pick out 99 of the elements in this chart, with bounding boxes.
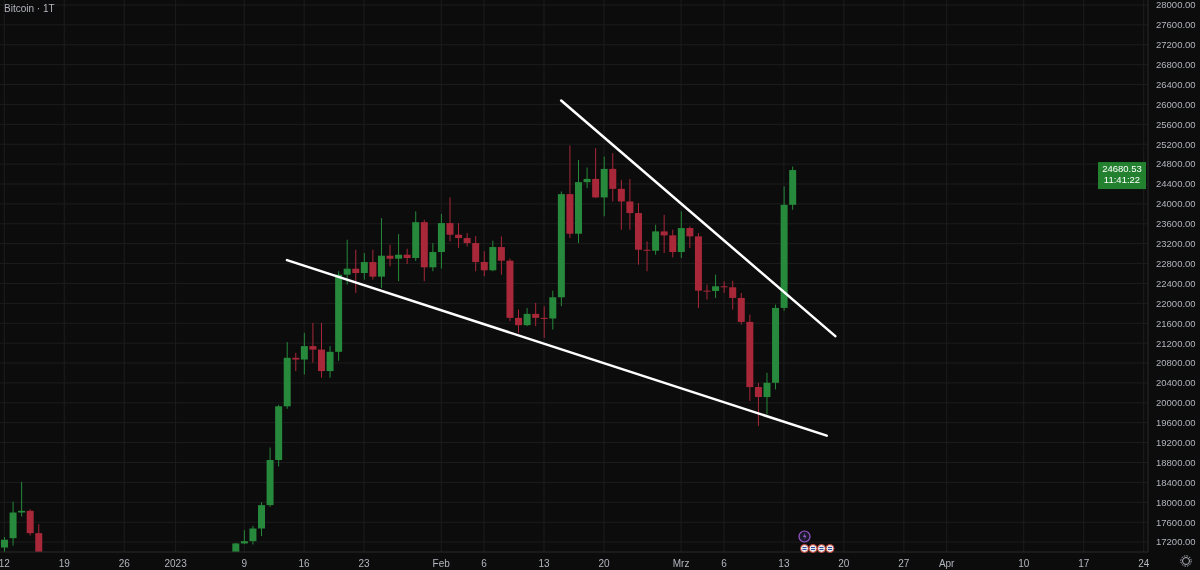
y-tick-label: 18800.00 — [1156, 456, 1196, 468]
candlestick — [472, 235, 480, 272]
candlestick — [549, 290, 557, 331]
candlestick — [754, 382, 762, 427]
candlestick — [652, 224, 660, 256]
candlestick — [446, 196, 454, 242]
candlestick — [352, 249, 360, 294]
x-tick-label: 20 — [598, 558, 610, 570]
candlestick — [609, 152, 617, 202]
candlestick — [480, 250, 488, 277]
x-tick-label: 6 — [721, 558, 728, 570]
y-tick-label: 19600.00 — [1156, 417, 1196, 429]
candlestick — [720, 280, 728, 294]
chart-title: Bitcoin · 1T — [4, 3, 55, 14]
x-tick-label: 24 — [1138, 558, 1150, 570]
annotation: 11:41:22 — [1103, 174, 1141, 186]
candlestick — [429, 242, 437, 272]
candlestick — [626, 178, 634, 231]
y-tick-label: 20000.00 — [1156, 397, 1196, 409]
x-tick-label: 2023 — [164, 558, 188, 570]
candlestick — [18, 481, 26, 517]
candlestick — [592, 147, 600, 199]
candlestick — [369, 249, 377, 281]
y-tick-label: 24400.00 — [1156, 178, 1196, 190]
y-tick-label: 28000.00 — [1156, 0, 1196, 11]
y-tick-label: 22000.00 — [1156, 297, 1196, 309]
candlestick — [360, 252, 368, 281]
y-tick-label: 27600.00 — [1156, 19, 1196, 31]
candlestick — [540, 305, 548, 339]
candlestick — [258, 501, 266, 537]
x-tick-label: 19 — [58, 558, 71, 570]
candlestick — [703, 284, 711, 301]
candlestick — [660, 214, 668, 254]
y-tick-label: 27200.00 — [1156, 39, 1196, 51]
candlestick — [249, 525, 257, 546]
y-tick-label: 20800.00 — [1156, 357, 1196, 369]
y-tick-label: 23600.00 — [1156, 218, 1196, 230]
y-tick-label: 17600.00 — [1156, 516, 1196, 528]
candlestick — [377, 217, 385, 289]
candlestick — [737, 292, 745, 326]
y-tick-label: 26400.00 — [1156, 78, 1196, 90]
candlestick — [317, 322, 325, 379]
y-tick-label: 25200.00 — [1156, 138, 1196, 150]
y-tick-label: 19200.00 — [1156, 436, 1196, 448]
y-tick-label: 24000.00 — [1156, 198, 1196, 210]
x-tick-label: Feb — [432, 558, 451, 570]
x-tick-label: 27 — [898, 558, 910, 570]
y-tick-label: 26000.00 — [1156, 98, 1196, 110]
candlestick — [326, 345, 334, 379]
x-tick-label: 6 — [481, 558, 488, 570]
x-tick-label: Mrz — [672, 558, 690, 570]
candlestick — [497, 235, 505, 276]
candlestick — [386, 244, 394, 267]
candlestick — [523, 307, 531, 327]
x-tick-label: 12 — [0, 558, 11, 570]
x-tick-label: Apr — [938, 558, 956, 570]
candlestick — [617, 179, 625, 231]
candlestick — [26, 508, 34, 536]
y-tick-label: 20400.00 — [1156, 377, 1196, 389]
candlestick — [763, 372, 771, 415]
candlestick — [309, 322, 317, 364]
candlestick — [300, 332, 308, 375]
candlestick — [515, 309, 523, 334]
candlestick — [343, 239, 351, 286]
x-tick-label: 16 — [298, 558, 311, 570]
y-tick-label: 26800.00 — [1156, 59, 1196, 71]
x-tick-label: 10 — [1018, 558, 1030, 570]
candlestick — [35, 523, 43, 552]
y-tick-label: 18000.00 — [1156, 496, 1196, 508]
y-tick-label: 21600.00 — [1156, 317, 1196, 329]
y-tick-label: 22400.00 — [1156, 277, 1196, 289]
candlestick — [395, 233, 403, 282]
x-tick-label: 17 — [1078, 558, 1090, 570]
candlestick — [686, 225, 694, 249]
x-tick-label: 23 — [358, 558, 371, 570]
candlestick — [463, 232, 471, 247]
x-tick-label: 13 — [538, 558, 551, 570]
candlestick — [677, 210, 685, 259]
y-tick-label: 22800.00 — [1156, 257, 1196, 269]
candlestick — [729, 280, 737, 311]
candlestick — [712, 274, 720, 299]
y-tick-label: 17200.00 — [1156, 536, 1196, 548]
y-tick-label: 23200.00 — [1156, 238, 1196, 250]
x-tick-label: 26 — [118, 558, 131, 570]
annotation: 24680.53 — [1102, 163, 1142, 175]
candlestick — [489, 240, 497, 272]
y-tick-label: 21200.00 — [1156, 337, 1196, 349]
candlestick — [643, 240, 651, 272]
y-tick-label: 25600.00 — [1156, 118, 1196, 130]
candlestick — [292, 352, 300, 372]
x-tick-label: 13 — [778, 558, 790, 570]
y-tick-label: 18400.00 — [1156, 476, 1196, 488]
candlestick — [583, 167, 591, 189]
y-tick-label: 24800.00 — [1156, 158, 1196, 170]
x-tick-label: 9 — [241, 558, 248, 570]
candlestick — [669, 229, 677, 258]
candlestick — [532, 302, 540, 327]
candlestick — [455, 222, 463, 249]
x-tick-label: 20 — [838, 558, 850, 570]
